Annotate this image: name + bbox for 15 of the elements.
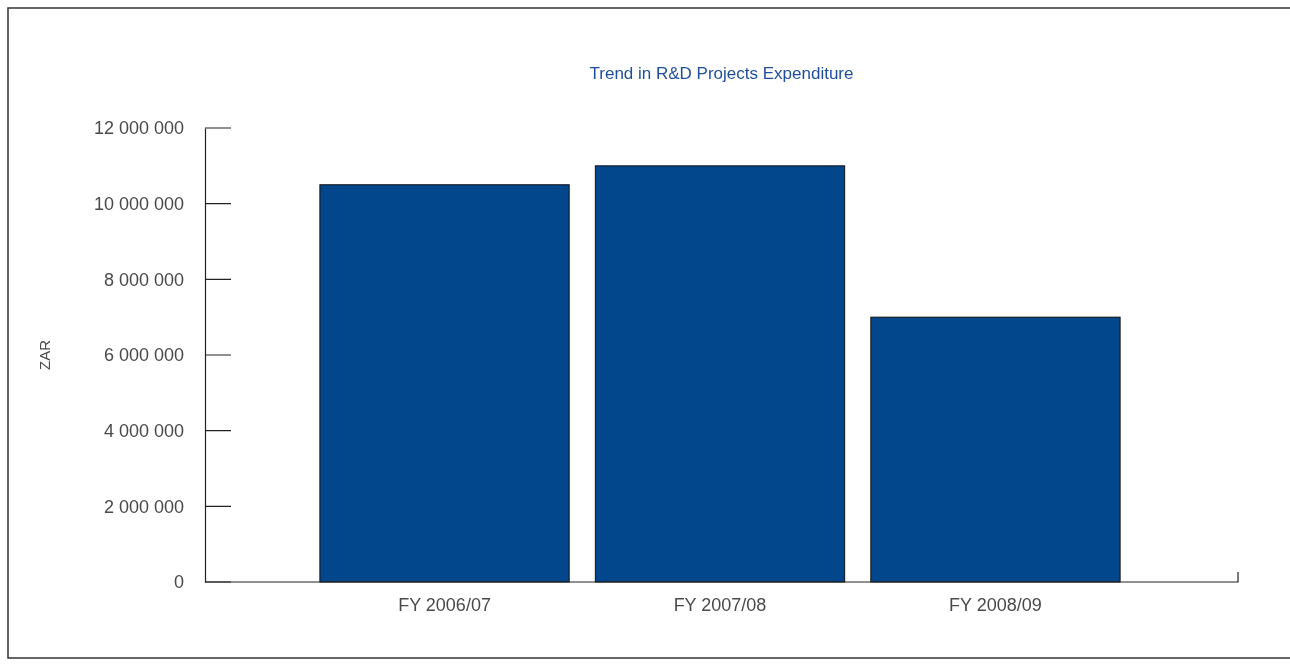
y-tick-label: 8 000 000: [103, 269, 184, 290]
chart-title: Trend in R&D Projects Expenditure: [589, 64, 854, 83]
y-tick-label: 12 000 000: [93, 118, 184, 139]
x-tick-label: FY 2006/07: [398, 595, 491, 615]
bar: [870, 316, 1121, 583]
y-axis-title: ZAR: [36, 339, 53, 370]
y-tick-label: 2 000 000: [103, 496, 184, 517]
x-tick-label: FY 2007/08: [673, 595, 767, 615]
bar: [319, 184, 570, 583]
bar: [594, 165, 846, 583]
y-tick-label: 4 000 000: [103, 420, 184, 441]
y-tick-label: 6 000 000: [103, 345, 184, 366]
x-tick-label: FY 2008/09: [949, 595, 1042, 615]
y-tick-label: 10 000 000: [93, 193, 184, 214]
y-tick-label: 0: [173, 572, 184, 593]
